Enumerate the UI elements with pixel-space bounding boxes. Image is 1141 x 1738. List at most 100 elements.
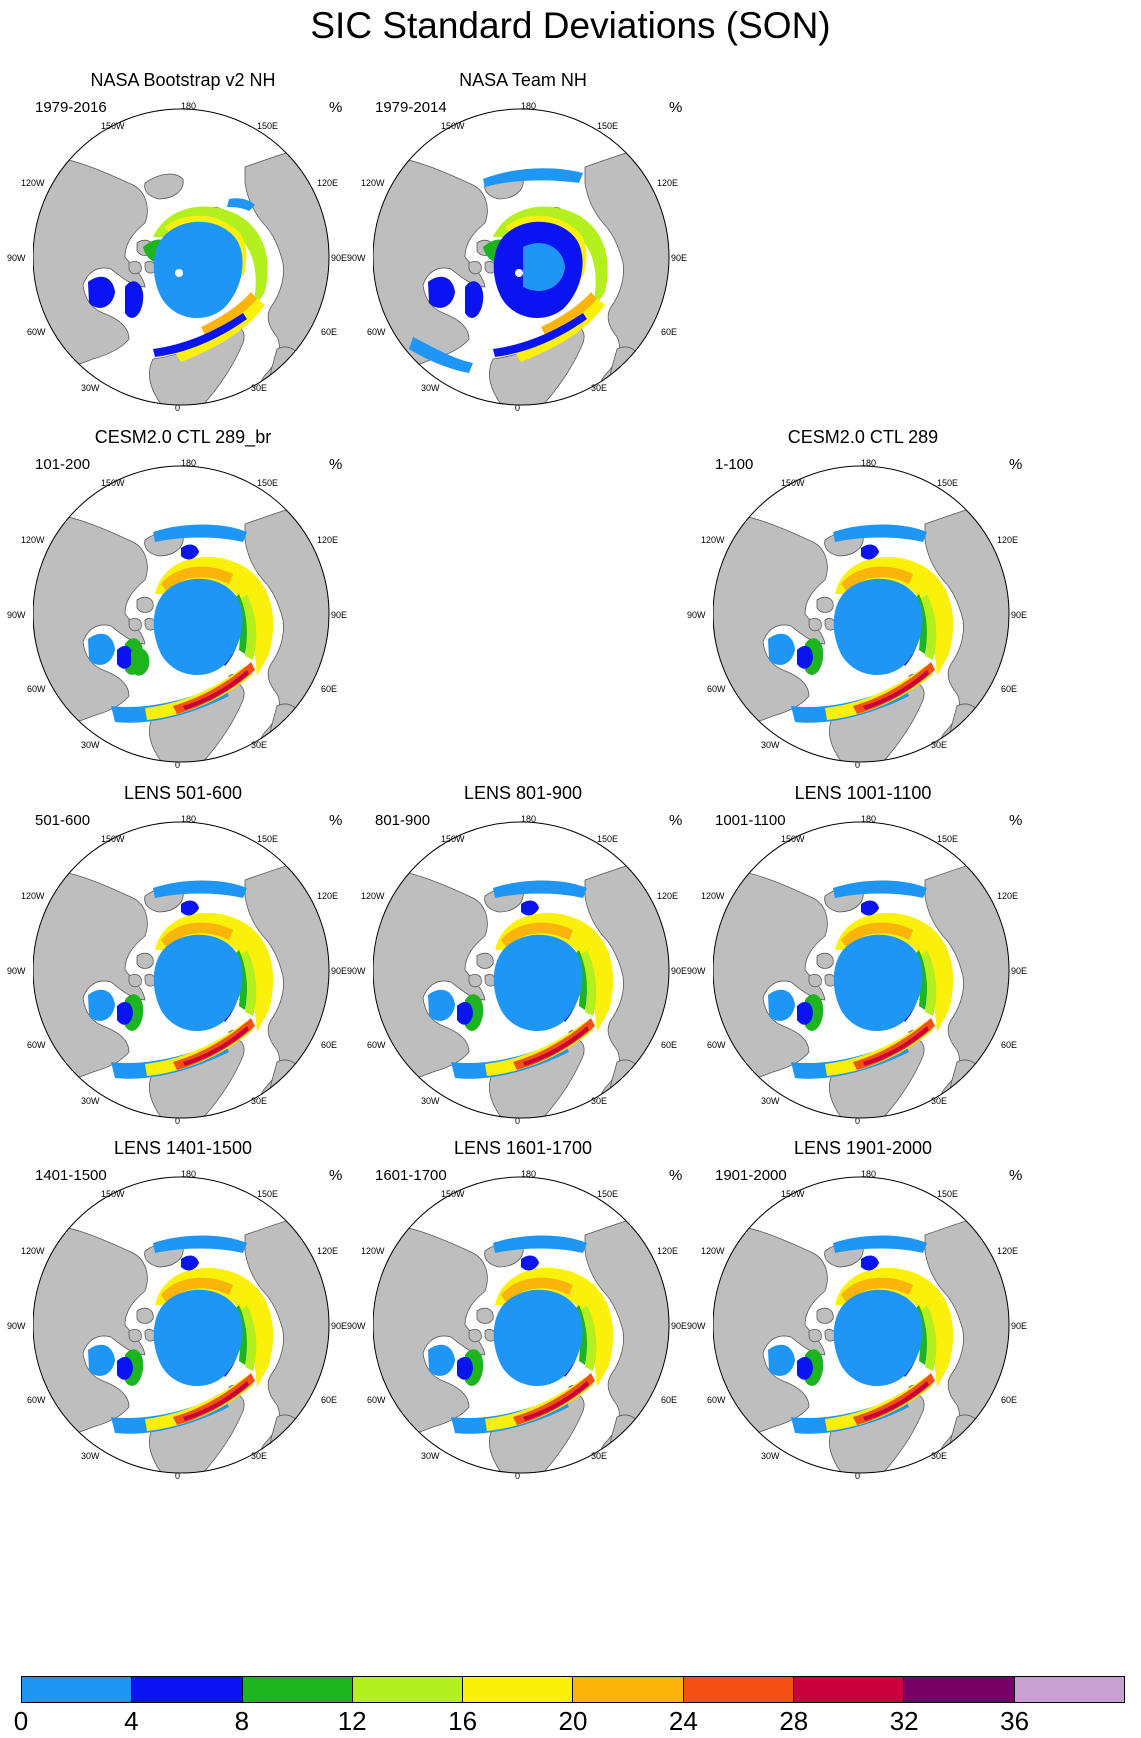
map-panel: CESM2.0 CTL 289_br 101-200% 180 150W 150E 120… <box>7 427 403 817</box>
longitude-label: 30E <box>251 740 268 750</box>
longitude-label: 0 <box>175 1116 181 1126</box>
longitude-label: 60E <box>1001 1395 1018 1405</box>
longitude-label: 120E <box>657 1246 679 1256</box>
atlantic-band-28 <box>853 662 935 714</box>
arctic-island-land <box>816 596 834 613</box>
longitude-label: 150E <box>937 478 959 488</box>
pacific-fringe-ice <box>483 168 583 187</box>
longitude-label: 0 <box>515 403 521 413</box>
map-panel: NASA Team NH 1979-2014% 180 150W 150E 120W 120… <box>347 70 743 460</box>
longitude-label: 120W <box>361 1246 385 1256</box>
map-boundary <box>373 1176 670 1474</box>
atlantic-band-32 <box>863 1381 929 1421</box>
atlantic-band-20 <box>825 666 933 720</box>
central-arctic-ice <box>493 1289 583 1387</box>
colorbar-segment <box>21 1676 133 1703</box>
central-arctic-ice <box>493 934 583 1032</box>
atlantic-band-20 <box>485 1377 593 1431</box>
longitude-label: 150E <box>597 121 619 131</box>
ice-band-24 <box>161 566 233 592</box>
ice-band-24 <box>841 922 913 948</box>
baffin-bay-ice <box>465 281 484 318</box>
polar-stereographic-map <box>713 821 1010 1119</box>
longitude-label: 120W <box>361 891 385 901</box>
north-america-land <box>33 1224 148 1446</box>
atlantic-band-28 <box>173 1018 255 1070</box>
panel-period: 1-100 <box>715 456 754 473</box>
longitude-label: 30E <box>931 740 948 750</box>
map-boundary <box>713 1176 1010 1474</box>
panel-title: LENS 1001-1100 <box>794 783 932 803</box>
sea-ice-field <box>88 880 274 1079</box>
longitude-label: 30E <box>931 1096 948 1106</box>
atlantic-band-32 <box>523 1026 589 1066</box>
panel-title: LENS 501-600 <box>123 783 243 803</box>
ice-band-24 <box>501 1277 573 1303</box>
longitude-label: 120E <box>997 1246 1019 1256</box>
map-panel: LENS 801-900 801-900% 180 150W 150E 120W 120E 9… <box>347 783 743 1173</box>
landmass-layer <box>33 495 329 762</box>
scandinavia-land <box>610 1059 644 1118</box>
longitude-label: 150E <box>937 834 959 844</box>
arctic-island-land <box>808 1329 822 1343</box>
atlantic-band-32 <box>183 1026 249 1066</box>
longitude-label: 150W <box>781 1189 805 1199</box>
longitude-label: 90W <box>7 966 26 976</box>
atlantic-band-28 <box>173 1373 255 1425</box>
sea-ice-field <box>88 198 268 362</box>
longitude-label: 60W <box>27 1040 46 1050</box>
atlantic-band-20 <box>485 1022 593 1076</box>
central-arctic-ice <box>833 1289 923 1387</box>
longitude-label: 90E <box>331 610 348 620</box>
panel-title: NASA Bootstrap v2 NH <box>90 70 276 90</box>
foxe-basin-ice <box>797 1001 813 1025</box>
longitude-label: 60E <box>321 1395 338 1405</box>
colorbar-segment <box>462 1676 574 1703</box>
longitude-label: 150E <box>257 1189 279 1199</box>
longitude-label: 60W <box>707 684 726 694</box>
longitude-label: 0 <box>175 760 181 770</box>
central-arctic-ice <box>153 934 243 1032</box>
landmass-layer <box>33 851 329 1118</box>
sea-ice-field <box>428 880 614 1079</box>
bering-strait-ice <box>181 1255 199 1271</box>
longitude-label: 90W <box>7 253 26 263</box>
longitude-label: 90E <box>671 966 688 976</box>
colorbar-tick-label: 16 <box>448 1706 478 1736</box>
central-arctic-ice <box>833 578 923 676</box>
longitude-label: 30E <box>591 1451 608 1461</box>
colorbar-tick-label: 20 <box>558 1706 588 1736</box>
longitude-label: 30W <box>81 740 100 750</box>
longitude-label: 0 <box>515 1116 521 1126</box>
sea-ice-field <box>428 1235 614 1434</box>
colorbar-tick-label: 8 <box>234 1706 250 1736</box>
ice-band-20 <box>155 556 274 676</box>
sea-ice-field <box>88 524 274 723</box>
longitude-label: 120E <box>997 891 1019 901</box>
ice-band-24 <box>841 566 913 592</box>
panel-title: CESM2.0 CTL 289 <box>787 427 939 447</box>
scandinavia-land <box>610 346 644 405</box>
atlantic-band-32 <box>863 670 929 710</box>
longitude-label: 60W <box>367 1040 386 1050</box>
central-arctic-ice <box>153 1289 243 1387</box>
atlantic-band-28 <box>853 1373 935 1425</box>
panel-period: 501-600 <box>35 812 91 829</box>
longitude-label: 30W <box>761 1451 780 1461</box>
hudson-bay-ice <box>428 989 455 1021</box>
arctic-island-land <box>808 618 822 632</box>
bering-strait-ice <box>521 900 539 916</box>
panel-period: 801-900 <box>375 812 431 829</box>
atlantic-band-32 <box>183 670 249 710</box>
central-arctic-ice <box>153 578 243 676</box>
foxe-basin-ice <box>797 645 813 669</box>
sea-ice-field <box>768 880 954 1079</box>
arctic-island-land <box>128 261 142 275</box>
ice-band-20 <box>835 912 954 1032</box>
longitude-label: 120E <box>657 178 679 188</box>
hudson-bay-ice <box>768 633 795 665</box>
pacific-fringe-ice <box>833 1235 927 1253</box>
central-arctic-ice <box>833 934 923 1032</box>
hudson-bay-ice <box>88 989 115 1021</box>
atlantic-band-28 <box>513 1018 595 1070</box>
